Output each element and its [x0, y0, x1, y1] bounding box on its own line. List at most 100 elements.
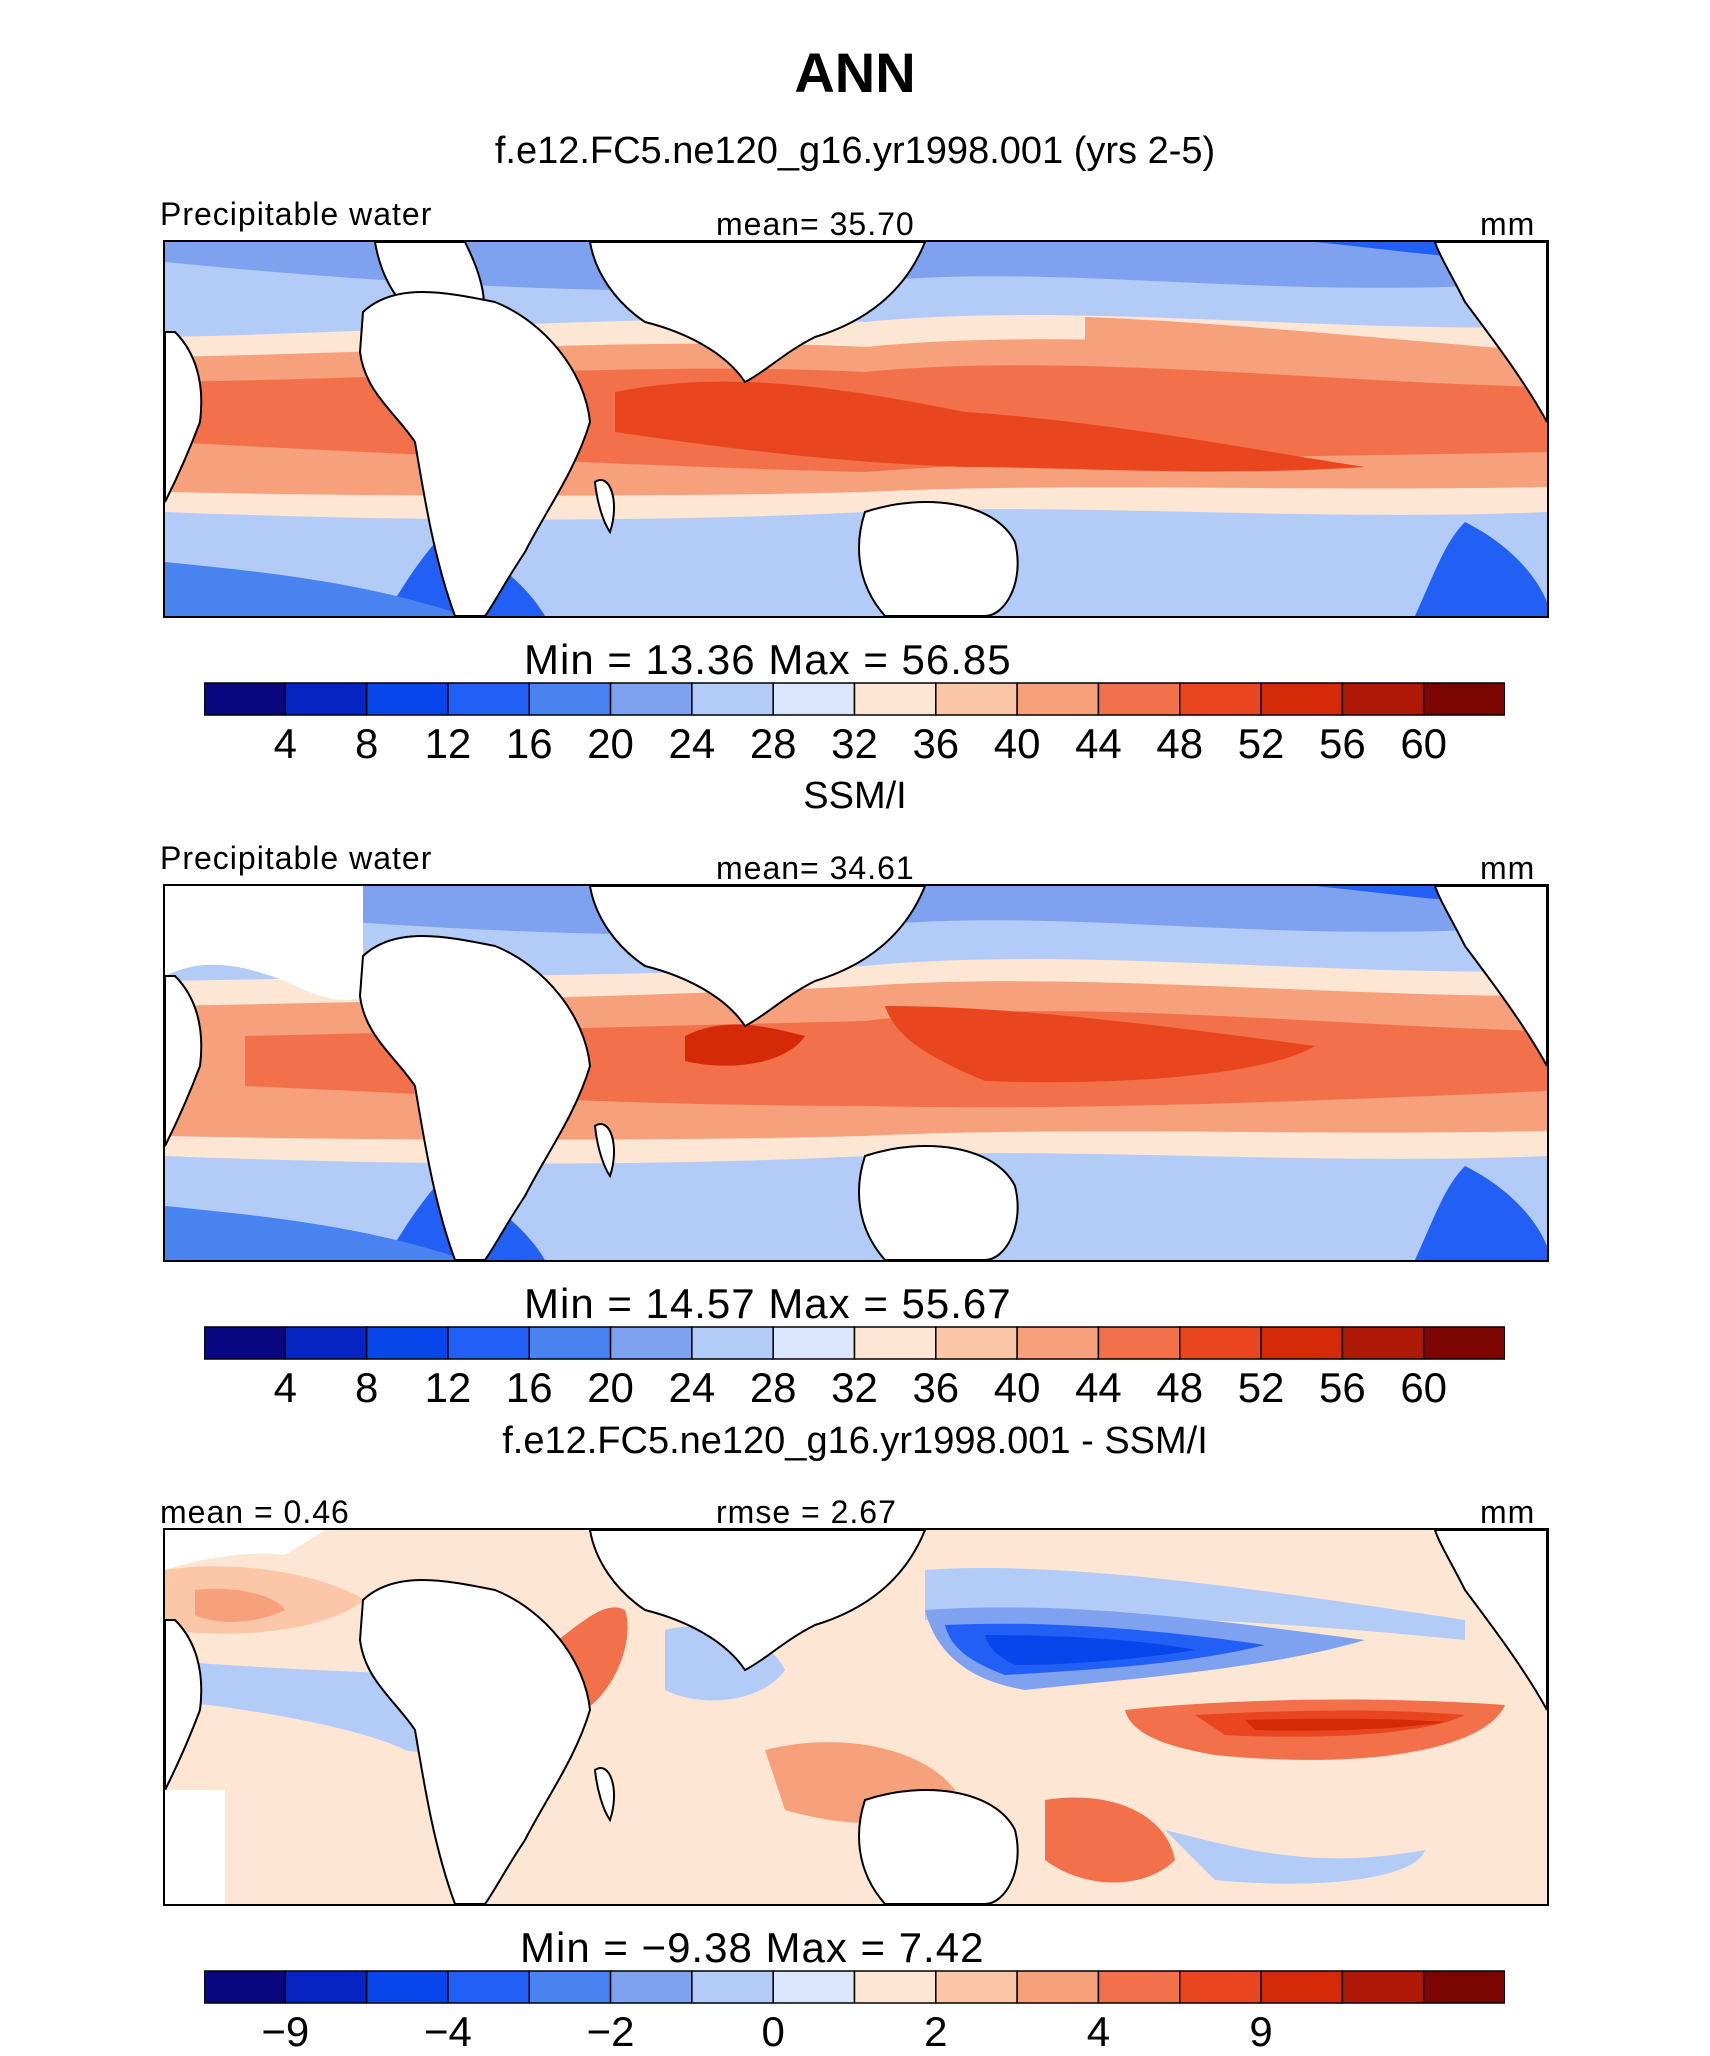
- colorbar-swatch: [772, 1326, 856, 1360]
- min-max-label: Min = 13.36 Max = 56.85: [524, 636, 1012, 683]
- colorbar-swatch: [1179, 1326, 1262, 1360]
- mean-label: mean = 0.46: [160, 1494, 350, 1530]
- map-panel-difference: [163, 1528, 1549, 1906]
- min-max-label: Min = −9.38 Max = 7.42: [520, 1924, 985, 1971]
- colorbar-swatch: [691, 1970, 774, 2004]
- colorbar-swatch: [609, 682, 693, 716]
- colorbar-swatch: [772, 682, 856, 716]
- colorbar: [204, 682, 1505, 716]
- precipitable-water-map-observation: [165, 886, 1547, 1260]
- mean-label: mean= 35.70: [716, 206, 915, 242]
- colorbar-tick-label: 28: [749, 1364, 797, 1411]
- colorbar-swatch: [1341, 1326, 1425, 1360]
- colorbar-tick-label: 4: [273, 1364, 297, 1411]
- colorbar-tick-label: 60: [1400, 720, 1448, 767]
- colorbar-swatch: [853, 1326, 937, 1360]
- colorbar-swatch: [365, 682, 449, 716]
- colorbar-tick-label: 56: [1319, 1364, 1366, 1411]
- rmse-label: rmse = 2.67: [716, 1494, 897, 1530]
- colorbar-tick-label: 40: [993, 1364, 1041, 1411]
- colorbar-swatch: [1179, 1970, 1262, 2004]
- colorbar-swatch: [1097, 682, 1181, 716]
- colorbar-swatch: [609, 1326, 693, 1360]
- colorbar-swatch: [1260, 1326, 1344, 1360]
- colorbar-tick-label: 4: [1086, 2008, 1111, 2055]
- units-label: mm: [1480, 206, 1536, 242]
- min-max-label: Min = 14.57 Max = 55.67: [524, 1280, 1012, 1327]
- colorbar-tick-label: 36: [912, 720, 960, 767]
- colorbar-swatch: [935, 682, 1018, 716]
- colorbar-swatch: [204, 1970, 287, 2004]
- colorbar-swatch: [772, 1970, 856, 2004]
- colorbar-swatch: [1016, 1326, 1100, 1360]
- map-panel-observation: [163, 884, 1549, 1262]
- colorbar-tick-label: 8: [354, 1364, 379, 1411]
- colorbar-swatch: [691, 1326, 774, 1360]
- units-label: mm: [1480, 850, 1536, 886]
- colorbar-swatch: [1179, 682, 1262, 716]
- colorbar-tick-label: 12: [424, 720, 472, 767]
- colorbar-swatch: [204, 1326, 287, 1360]
- colorbar-swatch: [1097, 1326, 1181, 1360]
- colorbar-swatch: [284, 1326, 368, 1360]
- colorbar-swatch: [528, 1326, 612, 1360]
- colorbar-tick-label: 16: [505, 1364, 553, 1411]
- colorbar: [204, 1326, 1505, 1360]
- colorbar-tick-label: 44: [1075, 1364, 1122, 1411]
- colorbar-swatch: [1422, 1970, 1505, 2004]
- panel-title: f.e12.FC5.ne120_g16.yr1998.001 - SSM/I: [502, 1420, 1208, 1462]
- colorbar-tick-label: −4: [423, 2008, 472, 2055]
- colorbar-swatch: [1097, 1970, 1181, 2004]
- colorbar-swatch: [935, 1970, 1018, 2004]
- colorbar-swatch: [1341, 682, 1425, 716]
- colorbar-swatch: [284, 682, 368, 716]
- colorbar-swatch: [1422, 682, 1505, 716]
- colorbar-tick-label: 8: [354, 720, 379, 767]
- colorbar-tick-label: 52: [1237, 720, 1285, 767]
- colorbar-swatch: [447, 1970, 530, 2004]
- colorbar-swatch: [935, 1326, 1018, 1360]
- colorbar-swatch: [204, 682, 287, 716]
- colorbar-tick-label: 28: [749, 720, 797, 767]
- variable-label: Precipitable water: [160, 196, 433, 232]
- colorbar-tick-label: 24: [668, 1364, 716, 1411]
- colorbar-tick-label: 4: [273, 720, 297, 767]
- panel-title: SSM/I: [803, 775, 907, 817]
- colorbar-swatch: [691, 682, 774, 716]
- colorbar-tick-label: 20: [587, 720, 634, 767]
- colorbar-tick-label: 36: [912, 1364, 960, 1411]
- precipitable-water-difference-map: [165, 1530, 1547, 1904]
- colorbar-tick-label: 44: [1075, 720, 1122, 767]
- units-label: mm: [1480, 1494, 1536, 1530]
- colorbar-swatch: [528, 1970, 612, 2004]
- panel-title: f.e12.FC5.ne120_g16.yr1998.001 (yrs 2-5): [494, 130, 1216, 172]
- colorbar: [204, 1970, 1505, 2004]
- colorbar-tick-label: 0: [761, 2008, 785, 2055]
- colorbar-swatch: [447, 682, 530, 716]
- colorbar-tick-label: 24: [668, 720, 716, 767]
- colorbar-tick-label: −9: [261, 2008, 310, 2055]
- colorbar-tick-label: 60: [1400, 1364, 1448, 1411]
- colorbar-tick-label: 48: [1156, 720, 1204, 767]
- colorbar-tick-label: 20: [587, 1364, 634, 1411]
- colorbar-tick-label: 12: [424, 1364, 472, 1411]
- colorbar-swatch: [1016, 682, 1100, 716]
- variable-label: Precipitable water: [160, 840, 433, 876]
- colorbar-swatch: [1260, 682, 1344, 716]
- colorbar-swatch: [284, 1970, 368, 2004]
- colorbar-tick-label: 56: [1319, 720, 1366, 767]
- colorbar-tick-label: 52: [1237, 1364, 1285, 1411]
- colorbar-tick-label: 16: [505, 720, 553, 767]
- precipitable-water-map-model: [165, 242, 1547, 616]
- colorbar-tick-label: 32: [831, 1364, 878, 1411]
- colorbar-swatch: [365, 1970, 449, 2004]
- mean-label: mean= 34.61: [716, 850, 915, 886]
- main-title: ANN: [794, 41, 916, 104]
- colorbar-tick-label: 48: [1156, 1364, 1204, 1411]
- colorbar-swatch: [1422, 1326, 1505, 1360]
- colorbar-tick-label: 2: [924, 2008, 948, 2055]
- colorbar-tick-label: 32: [831, 720, 878, 767]
- colorbar-swatch: [853, 682, 937, 716]
- colorbar-swatch: [528, 682, 612, 716]
- colorbar-tick-label: 40: [993, 720, 1041, 767]
